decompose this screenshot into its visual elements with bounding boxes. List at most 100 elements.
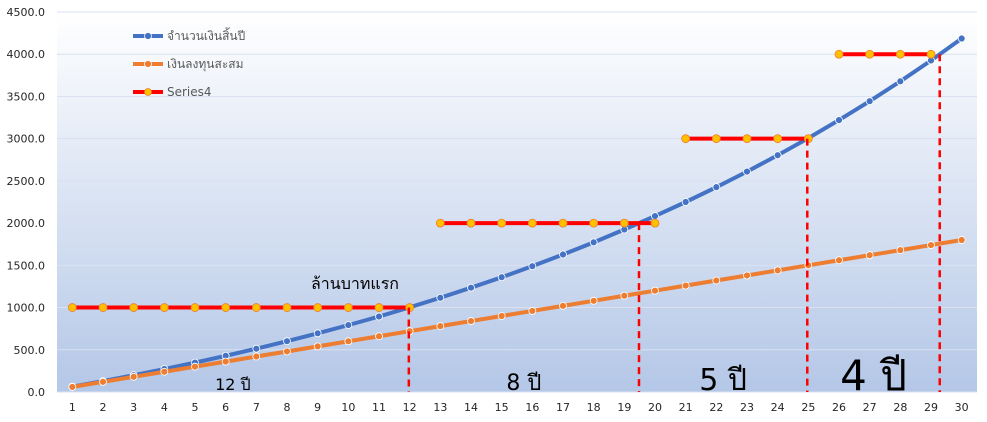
- point: [773, 151, 782, 160]
- step-point: [681, 134, 691, 144]
- step-point: [865, 49, 875, 59]
- x-tick-label: 8: [284, 401, 291, 414]
- y-tick-label: 3500.0: [7, 90, 46, 103]
- step-point: [129, 303, 139, 312]
- step-point: [527, 218, 537, 228]
- x-tick-label: 24: [771, 401, 785, 414]
- x-tick-label: 29: [924, 401, 938, 414]
- point: [559, 301, 567, 310]
- point: [712, 183, 721, 192]
- period-label: 12 ปี: [215, 375, 251, 394]
- point: [99, 377, 107, 386]
- step-point: [895, 49, 905, 59]
- point: [681, 281, 690, 290]
- step-point: [589, 218, 599, 228]
- point: [681, 198, 690, 206]
- step-point: [159, 303, 169, 312]
- step-point: [773, 134, 783, 144]
- x-tick-label: 18: [587, 401, 601, 414]
- point: [896, 246, 905, 255]
- point: [344, 337, 353, 346]
- y-tick-label: 1500.0: [7, 259, 46, 272]
- point: [252, 352, 261, 361]
- y-tick-label: 1000.0: [7, 302, 46, 315]
- y-tick-label: 2500.0: [7, 175, 46, 188]
- x-tick-label: 15: [495, 401, 509, 414]
- x-tick-label: 5: [192, 401, 199, 414]
- point: [559, 250, 567, 259]
- point: [651, 286, 659, 295]
- y-tick-label: 2000.0: [7, 217, 46, 230]
- step-point: [619, 218, 629, 228]
- point: [221, 357, 230, 366]
- series-line: [71, 36, 963, 389]
- step-point: [834, 49, 844, 59]
- step-point: [282, 303, 292, 312]
- step-point: [343, 303, 353, 312]
- step-point: [313, 303, 323, 312]
- point: [835, 256, 843, 265]
- point: [436, 293, 445, 302]
- x-tick-label: 10: [341, 401, 355, 414]
- point: [651, 212, 659, 221]
- point: [927, 241, 935, 249]
- point: [160, 367, 169, 376]
- x-tick-label: 17: [556, 401, 570, 414]
- x-tick-label: 26: [832, 401, 846, 414]
- x-tick-label: 28: [893, 401, 907, 414]
- point: [283, 347, 291, 356]
- point: [497, 312, 506, 320]
- x-tick-label: 1: [69, 401, 76, 414]
- x-tick-label: 6: [222, 401, 229, 414]
- period-label: 8 ปี: [506, 371, 541, 396]
- x-tick-label: 4: [161, 401, 168, 414]
- x-tick-label: 23: [740, 401, 754, 414]
- annotation: ล้านบาทแรก: [311, 274, 399, 293]
- step-point: [67, 303, 77, 312]
- plot-area: [57, 12, 977, 392]
- point: [620, 291, 629, 300]
- step-point: [650, 218, 660, 228]
- point: [528, 262, 537, 271]
- legend: จำนวนเงินสิ้นปีเงินลงทุนสะสม Series4: [133, 27, 245, 99]
- legend-marker: [144, 88, 152, 96]
- x-tick-label: 22: [709, 401, 723, 414]
- y-tick-label: 500.0: [14, 344, 46, 357]
- x-tick-label: 13: [433, 401, 447, 414]
- x-tick-label: 25: [801, 401, 815, 414]
- step-point: [251, 303, 261, 312]
- point: [589, 238, 598, 247]
- point: [313, 342, 322, 351]
- step-point: [711, 134, 721, 144]
- point: [528, 307, 537, 315]
- point: [252, 344, 261, 353]
- x-tick-label: 9: [314, 401, 321, 414]
- point: [743, 167, 751, 176]
- legend-label: จำนวนเงินสิ้นปี: [167, 27, 245, 43]
- point: [375, 312, 383, 321]
- x-tick-label: 20: [648, 401, 662, 414]
- point: [283, 337, 291, 346]
- step-point: [221, 303, 231, 312]
- point: [957, 236, 966, 244]
- period-label: 5 ปี: [699, 363, 747, 398]
- point: [497, 273, 506, 282]
- legend-marker: [144, 60, 152, 68]
- x-tick-label: 7: [253, 401, 260, 414]
- x-tick-label: 19: [617, 401, 631, 414]
- period-label: 4 ปี: [840, 351, 907, 400]
- step-point: [98, 303, 108, 312]
- point: [712, 276, 721, 285]
- x-tick-label: 21: [679, 401, 693, 414]
- point: [129, 372, 138, 381]
- step-point: [742, 134, 752, 144]
- point: [865, 97, 874, 106]
- step-point: [374, 303, 384, 312]
- legend-label: Series4: [167, 85, 212, 99]
- point: [957, 34, 966, 43]
- point: [313, 329, 322, 338]
- y-tick-label: 4000.0: [7, 48, 46, 61]
- y-tick-label: 4500.0: [7, 6, 46, 19]
- y-tick-label: 3000.0: [7, 133, 46, 146]
- point: [436, 322, 445, 331]
